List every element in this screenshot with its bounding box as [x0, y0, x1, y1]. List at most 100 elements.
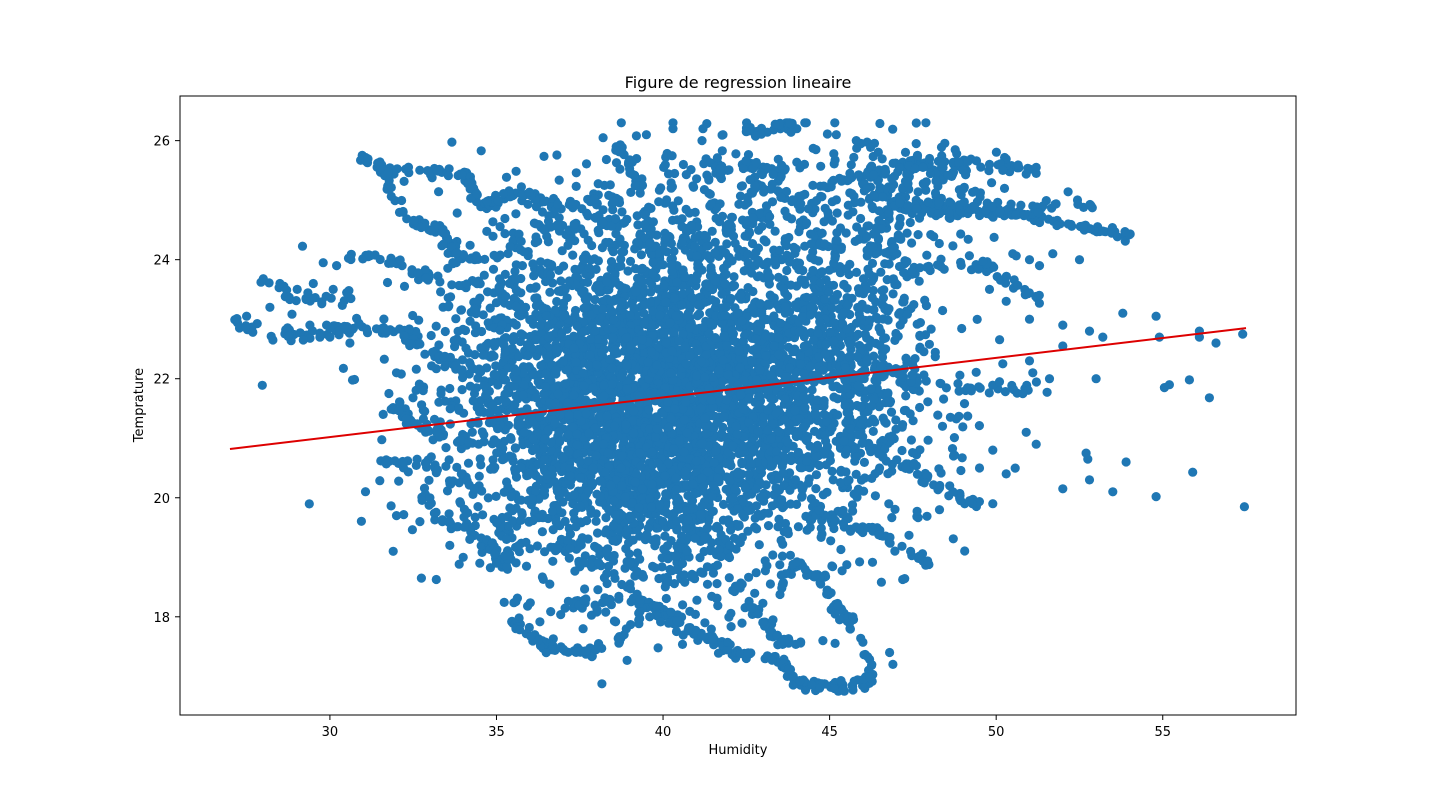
scatter-point [625, 558, 635, 568]
scatter-point [511, 274, 521, 284]
scatter-point [858, 414, 868, 424]
scatter-point [921, 185, 931, 195]
scatter-point [810, 498, 821, 508]
scatter-point [569, 343, 579, 353]
scatter-point [866, 142, 876, 152]
scatter-point [509, 598, 519, 608]
scatter-point [514, 351, 524, 362]
scatter-point [581, 409, 591, 419]
scatter-point [901, 353, 911, 363]
scatter-point [650, 563, 660, 573]
scatter-point [609, 421, 620, 431]
scatter-point [709, 458, 719, 468]
scatter-point [780, 394, 790, 404]
scatter-point [810, 408, 820, 419]
scatter-point [416, 573, 426, 583]
scatter-point [491, 491, 501, 501]
scatter-point [593, 585, 603, 595]
scatter-point [552, 486, 563, 496]
scatter-point [991, 147, 1002, 157]
scatter-point [533, 377, 543, 387]
scatter-point [909, 300, 919, 310]
scatter-point [637, 484, 647, 494]
scatter-point [702, 579, 713, 589]
scatter-point [887, 431, 897, 441]
scatter-point [739, 266, 749, 276]
scatter-point [690, 489, 700, 499]
scatter-point [565, 471, 575, 481]
scatter-point [714, 365, 724, 375]
scatter-point [888, 124, 898, 134]
scatter-point [546, 607, 556, 617]
scatter-point [825, 455, 836, 466]
scatter-point [584, 360, 594, 370]
scatter-point [766, 370, 776, 380]
scatter-point [763, 425, 773, 435]
scatter-point [622, 384, 632, 394]
scatter-point [588, 463, 598, 473]
scatter-point [644, 424, 655, 434]
scatter-point [816, 532, 826, 543]
scatter-point [430, 515, 440, 525]
scatter-point [697, 473, 707, 483]
scatter-point [626, 513, 636, 523]
scatter-point [455, 497, 465, 507]
scatter-point [601, 513, 611, 523]
scatter-point [646, 287, 656, 297]
scatter-point [884, 304, 894, 314]
scatter-point [776, 318, 786, 328]
scatter-point [886, 407, 897, 417]
scatter-point [536, 361, 546, 371]
scatter-point [499, 454, 509, 464]
scatter-point [705, 546, 715, 556]
scatter-point [510, 443, 520, 453]
scatter-point [500, 229, 510, 239]
scatter-point [539, 151, 549, 161]
scatter-point [525, 598, 535, 608]
scatter-point [782, 265, 792, 276]
scatter-point [802, 292, 812, 302]
scatter-point [914, 276, 924, 286]
scatter-point [848, 207, 858, 217]
scatter-point [646, 320, 656, 330]
scatter-point [651, 432, 661, 442]
scatter-point [672, 277, 682, 287]
scatter-point [956, 229, 966, 239]
scatter-point [575, 501, 585, 511]
scatter-point [474, 471, 484, 481]
scatter-point [511, 320, 521, 330]
scatter-point [629, 303, 639, 313]
scatter-point [872, 377, 882, 387]
scatter-point [974, 421, 985, 431]
scatter-point [818, 365, 828, 375]
scatter-point [677, 300, 687, 310]
scatter-point [431, 574, 441, 585]
scatter-point [949, 433, 960, 443]
scatter-point [608, 333, 618, 343]
scatter-point [543, 237, 554, 247]
scatter-point [785, 485, 795, 495]
scatter-point [933, 410, 943, 420]
scatter-point [669, 293, 680, 303]
scatter-point [805, 310, 816, 320]
scatter-point [442, 486, 453, 496]
scatter-point [469, 304, 479, 314]
scatter-point [912, 506, 922, 516]
scatter-point [666, 414, 676, 424]
scatter-point [794, 327, 804, 337]
scatter-point [930, 352, 940, 362]
scatter-point [531, 282, 541, 292]
scatter-point [429, 414, 440, 424]
scatter-point [852, 351, 863, 362]
scatter-point [669, 444, 679, 454]
scatter-point [597, 679, 607, 689]
scatter-point [493, 424, 503, 434]
scatter-point [845, 339, 855, 349]
scatter-point [524, 468, 534, 478]
scatter-point [560, 379, 570, 389]
scatter-point [610, 573, 620, 584]
scatter-point [696, 356, 707, 367]
scatter-point [655, 500, 665, 510]
scatter-point [754, 392, 764, 402]
scatter-point [839, 436, 849, 446]
